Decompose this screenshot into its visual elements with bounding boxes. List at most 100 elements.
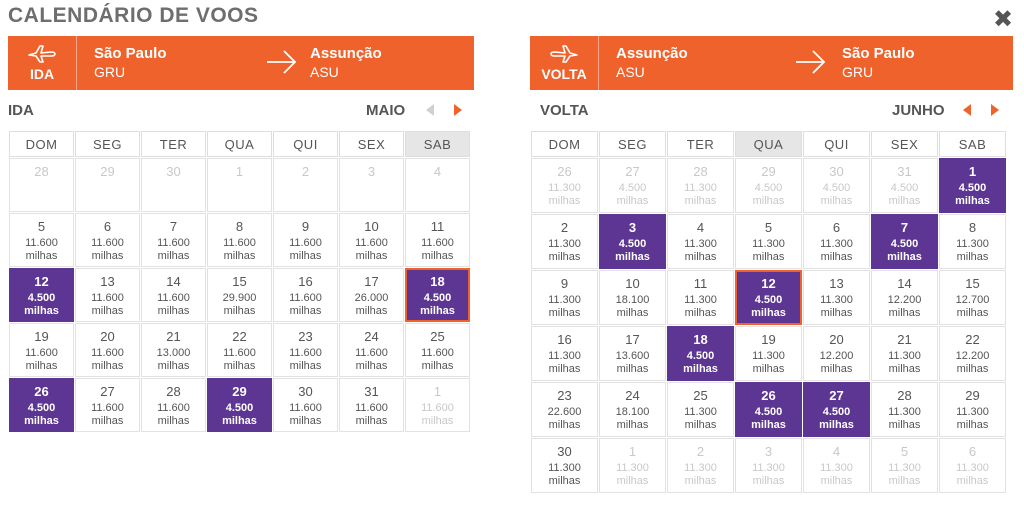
miles-price: 4.500 — [958, 182, 987, 194]
day-number: 5 — [764, 220, 773, 235]
calendar-day-cell[interactable]: 3 11.300 milhas — [735, 438, 802, 493]
day-number: 15 — [965, 276, 980, 291]
calendar-day-cell[interactable]: 30 11.300 milhas — [531, 438, 598, 493]
calendar-day-cell[interactable]: 7 11.600 milhas — [141, 213, 206, 267]
calendar-day-cell[interactable]: 9 11.300 milhas — [531, 270, 598, 325]
ida-destination: Assunção ASU — [310, 44, 382, 82]
calendar-day-cell[interactable]: 30 4.500 milhas — [803, 158, 870, 213]
calendar-day-cell-lowest-price[interactable]: 3 4.500 milhas — [599, 214, 666, 269]
calendar-day-cell[interactable]: 6 11.300 milhas — [803, 214, 870, 269]
calendar-day-cell-lowest-price[interactable]: 12 4.500 milhas — [735, 270, 802, 325]
calendar-day-cell[interactable]: 29 4.500 milhas — [735, 158, 802, 213]
weekday-header: QUA — [207, 131, 272, 157]
calendar-day-cell[interactable]: 23 11.600 milhas — [273, 323, 338, 377]
ida-next-month-icon[interactable] — [454, 102, 466, 118]
calendar-day-cell[interactable]: 27 4.500 milhas — [599, 158, 666, 213]
calendar-day-cell[interactable]: 14 12.200 milhas — [871, 270, 938, 325]
calendar-day-cell[interactable]: 6 11.300 milhas — [939, 438, 1006, 493]
miles-unit: milhas — [548, 251, 581, 263]
ida-dest-code: ASU — [310, 64, 339, 80]
calendar-day-cell-lowest-price[interactable]: 26 4.500 milhas — [735, 382, 802, 437]
miles-unit: milhas — [615, 251, 650, 263]
calendar-day-cell[interactable]: 9 11.600 milhas — [273, 213, 338, 267]
calendar-day-cell-lowest-price[interactable]: 1 4.500 milhas — [939, 158, 1006, 213]
calendar-day-cell[interactable]: 11 11.300 milhas — [667, 270, 734, 325]
calendar-day-cell[interactable]: 8 11.600 milhas — [207, 213, 272, 267]
calendar-day-cell[interactable]: 14 11.600 milhas — [141, 268, 206, 322]
volta-next-month-icon[interactable] — [991, 102, 1003, 118]
calendar-day-cell[interactable]: 21 11.300 milhas — [871, 326, 938, 381]
calendar-day-cell[interactable]: 31 11.600 milhas — [339, 378, 404, 432]
calendar-day-cell[interactable]: 16 11.300 milhas — [531, 326, 598, 381]
calendar-day-cell[interactable]: 1 11.600 milhas — [405, 378, 470, 432]
weekday-header: DOM — [531, 131, 598, 157]
miles-price: 11.300 — [752, 462, 785, 474]
volta-prev-month-icon[interactable] — [963, 102, 975, 118]
calendar-day-cell[interactable]: 4 11.300 milhas — [667, 214, 734, 269]
day-number: 19 — [34, 329, 49, 344]
calendar-day-cell[interactable]: 15 29.900 milhas — [207, 268, 272, 322]
calendar-day-cell[interactable]: 21 13.000 milhas — [141, 323, 206, 377]
miles-unit: milhas — [421, 250, 454, 262]
calendar-day-cell[interactable]: 5 11.300 milhas — [871, 438, 938, 493]
miles-unit: milhas — [683, 363, 718, 375]
calendar-day-cell[interactable]: 30 11.600 milhas — [273, 378, 338, 432]
calendar-day-cell-lowest-price[interactable]: 29 4.500 milhas — [207, 378, 272, 432]
calendar-day-cell[interactable]: 24 11.600 milhas — [339, 323, 404, 377]
calendar-day-cell[interactable]: 22 12.200 milhas — [939, 326, 1006, 381]
calendar-day-cell[interactable]: 5 11.600 milhas — [9, 213, 74, 267]
day-number: 25 — [693, 388, 708, 403]
miles-unit: milhas — [157, 305, 190, 317]
calendar-day-cell[interactable]: 2 11.300 milhas — [667, 438, 734, 493]
calendar-day-cell[interactable]: 10 18.100 milhas — [599, 270, 666, 325]
calendar-day-cell[interactable]: 25 11.600 milhas — [405, 323, 470, 377]
miles-price: 11.300 — [888, 406, 921, 418]
calendar-day-cell[interactable]: 5 11.300 milhas — [735, 214, 802, 269]
ida-prev-month-icon[interactable] — [426, 102, 438, 118]
calendar-day-cell[interactable]: 2 11.300 milhas — [531, 214, 598, 269]
day-number: 16 — [557, 332, 572, 347]
day-number: 2 — [301, 164, 310, 179]
calendar-day-cell[interactable]: 19 11.300 milhas — [735, 326, 802, 381]
calendar-day-cell[interactable]: 1 11.300 milhas — [599, 438, 666, 493]
calendar-day-cell[interactable]: 10 11.600 milhas — [339, 213, 404, 267]
calendar-day-cell[interactable]: 28 11.600 milhas — [141, 378, 206, 432]
calendar-day-cell[interactable]: 13 11.600 milhas — [75, 268, 140, 322]
calendar-day-cell-lowest-price[interactable]: 26 4.500 milhas — [9, 378, 74, 432]
calendar-day-cell[interactable]: 15 12.700 milhas — [939, 270, 1006, 325]
calendar-day-cell[interactable]: 16 11.600 milhas — [273, 268, 338, 322]
calendar-day-cell[interactable]: 31 4.500 milhas — [871, 158, 938, 213]
calendar-day-cell[interactable]: 13 11.300 milhas — [803, 270, 870, 325]
calendar-day-cell[interactable]: 22 11.600 milhas — [207, 323, 272, 377]
calendar-day-cell-lowest-price[interactable]: 18 4.500 milhas — [667, 326, 734, 381]
airplane-icon — [550, 45, 578, 63]
calendar-day-cell[interactable]: 29 11.300 milhas — [939, 382, 1006, 437]
calendar-day-cell[interactable]: 11 11.600 milhas — [405, 213, 470, 267]
calendar-day-cell[interactable]: 17 13.600 milhas — [599, 326, 666, 381]
miles-price: 11.600 — [421, 347, 454, 359]
calendar-day-cell[interactable]: 17 26.000 milhas — [339, 268, 404, 322]
calendar-day-cell-lowest-price[interactable]: 12 4.500 milhas — [9, 268, 74, 322]
calendar-day-cell[interactable]: 24 18.100 milhas — [599, 382, 666, 437]
calendar-day-cell[interactable]: 20 11.600 milhas — [75, 323, 140, 377]
calendar-day-cell[interactable]: 4 11.300 milhas — [803, 438, 870, 493]
calendar-day-cell[interactable]: 26 11.300 milhas — [531, 158, 598, 213]
day-number: 29 — [965, 388, 980, 403]
calendar-day-cell-lowest-price[interactable]: 18 4.500 milhas — [405, 268, 470, 322]
calendar-day-cell[interactable]: 20 12.200 milhas — [803, 326, 870, 381]
close-icon[interactable]: ✖ — [992, 5, 1014, 33]
miles-unit: milhas — [548, 419, 581, 431]
day-number: 3 — [628, 220, 637, 235]
calendar-day-cell[interactable]: 28 11.300 milhas — [871, 382, 938, 437]
calendar-day-cell[interactable]: 27 11.600 milhas — [75, 378, 140, 432]
calendar-day-cell[interactable]: 23 22.600 milhas — [531, 382, 598, 437]
volta-origin: Assunção ASU — [616, 44, 688, 82]
calendar-day-cell[interactable]: 28 11.300 milhas — [667, 158, 734, 213]
miles-unit: milhas — [289, 360, 322, 372]
calendar-day-cell[interactable]: 6 11.600 milhas — [75, 213, 140, 267]
calendar-day-cell[interactable]: 8 11.300 milhas — [939, 214, 1006, 269]
calendar-day-cell[interactable]: 19 11.600 milhas — [9, 323, 74, 377]
calendar-day-cell-lowest-price[interactable]: 27 4.500 milhas — [803, 382, 870, 437]
calendar-day-cell[interactable]: 25 11.300 milhas — [667, 382, 734, 437]
calendar-day-cell-lowest-price[interactable]: 7 4.500 milhas — [871, 214, 938, 269]
